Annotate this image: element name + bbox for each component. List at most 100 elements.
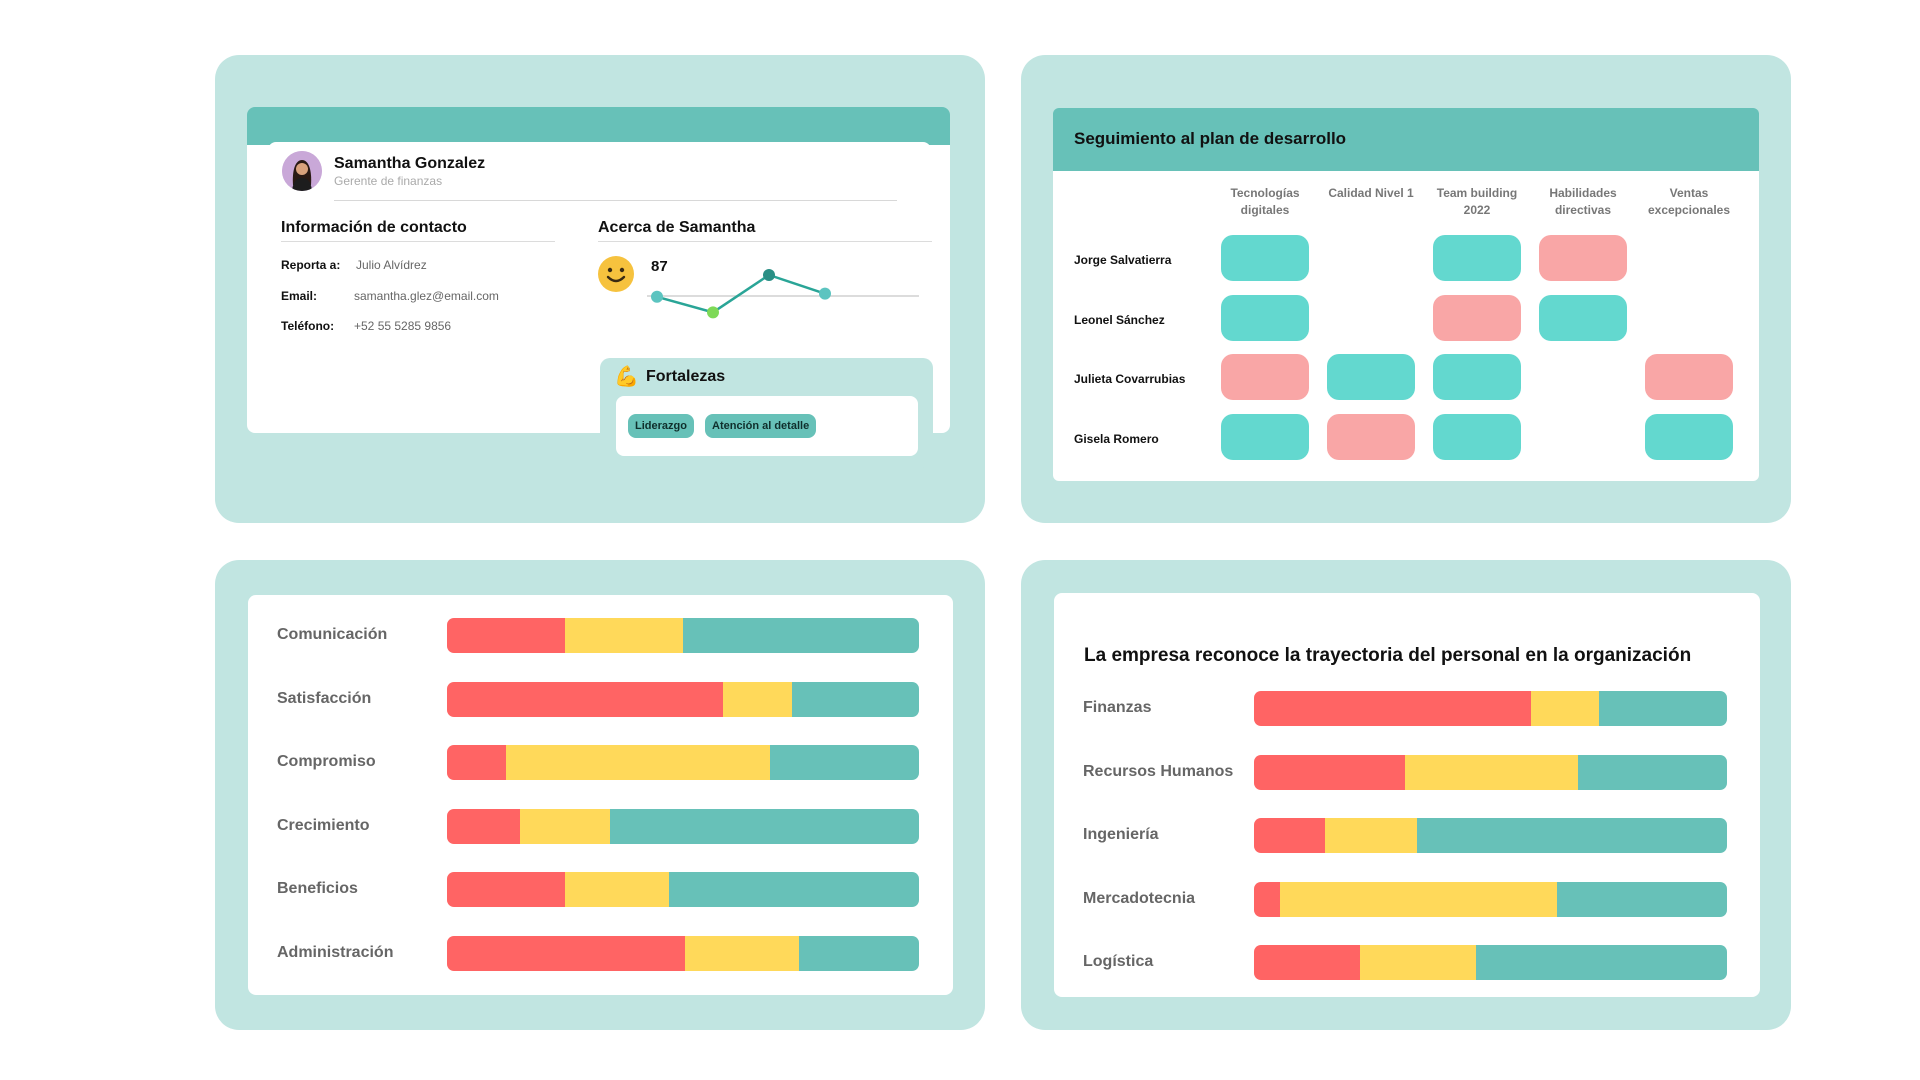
department-segment-neutral (1324, 818, 1418, 853)
about-section-title: Acerca de Samantha (598, 219, 756, 236)
engagement-segment-neutral (565, 872, 669, 907)
sparkline-point (819, 287, 831, 300)
department-chart-title: La empresa reconoce la trayectoria del p… (1084, 645, 1692, 666)
engagement-bar[interactable] (447, 681, 919, 717)
department-segment-neutral (1530, 691, 1600, 726)
engagement-bar[interactable] (447, 745, 919, 780)
person-name: Samantha Gonzalez (334, 155, 486, 172)
plan-cell-pink[interactable] (1433, 295, 1521, 341)
engagement-segment-neutral (565, 618, 683, 653)
engagement-segment-neutral (685, 935, 799, 971)
engagement-segment-neutral (506, 745, 771, 780)
department-bar[interactable] (1254, 691, 1727, 726)
plan-header: Seguimiento al plan de desarrollo (1053, 108, 1759, 171)
department-segment-neutral (1360, 945, 1477, 980)
engagement-segment-negative (447, 618, 565, 653)
column-header: Ventas excepcionales (1647, 186, 1731, 217)
contact-value-reports: Julio Alvídrez (356, 258, 427, 272)
contact-label-email: Email: (281, 289, 318, 303)
plan-cell-teal[interactable] (1327, 354, 1415, 400)
engagement-segment-negative (447, 872, 565, 907)
engagement-segment-positive (609, 808, 919, 844)
department-segment-negative (1254, 881, 1280, 917)
engagement-segment-positive (791, 681, 919, 717)
engagement-bar[interactable] (447, 935, 919, 971)
column-header: Team building 2022 (1436, 186, 1518, 217)
plan-cell-teal[interactable] (1539, 295, 1627, 341)
contact-value-email[interactable]: samantha.glez@email.com (354, 289, 499, 303)
engagement-segment-neutral (723, 681, 792, 717)
department-label: Mercadotecnia (1083, 889, 1196, 907)
engagement-label: Comunicación (277, 626, 388, 643)
contact-value-phone[interactable]: +52 55 5285 9856 (354, 319, 452, 333)
engagement-label: Administración (277, 943, 394, 961)
smiley-icon (598, 256, 634, 292)
score-sparkline (647, 269, 919, 319)
profile-namecard: Samantha Gonzalez Gerente de finanzas (268, 142, 931, 202)
plan-title: Seguimiento al plan de desarrollo (1074, 129, 1347, 148)
engagement-label: Beneficios (277, 880, 358, 897)
department-label: Finanzas (1083, 699, 1152, 716)
row-name: Gisela Romero (1074, 432, 1159, 446)
column-header: Calidad Nivel 1 (1328, 186, 1414, 200)
engagement-bar[interactable] (447, 808, 919, 844)
divider (598, 241, 932, 242)
engagement-bar[interactable] (447, 872, 919, 907)
flexed-arm-icon: 💪 (614, 366, 639, 388)
sparkline-point (707, 306, 719, 319)
plan-cell-teal[interactable] (1645, 414, 1733, 460)
plan-cell-pink[interactable] (1221, 354, 1309, 400)
department-label: Ingeniería (1083, 826, 1159, 843)
row-name: Julieta Covarrubias (1074, 372, 1186, 386)
plan-cell-teal[interactable] (1433, 235, 1521, 281)
department-bar[interactable] (1254, 754, 1727, 790)
avatar[interactable] (282, 151, 322, 191)
sparkline-point (651, 290, 663, 303)
row-name: Jorge Salvatierra (1074, 253, 1172, 267)
engagement-segment-negative (447, 935, 686, 971)
plan-cell-pink[interactable] (1645, 354, 1733, 400)
strengths-box: 💪 Fortalezas Liderazgo Atención al detal… (600, 358, 933, 468)
engagement-label: Compromiso (277, 753, 376, 770)
strengths-title: Fortalezas (646, 368, 726, 385)
plan-cell-pink[interactable] (1327, 414, 1415, 460)
plan-cell-teal[interactable] (1221, 414, 1309, 460)
department-label: Logística (1083, 953, 1154, 970)
department-segment-positive (1476, 945, 1727, 980)
department-segment-neutral (1405, 754, 1578, 790)
plan-cell-teal[interactable] (1221, 295, 1309, 341)
strength-chip[interactable]: Atención al detalle (705, 414, 817, 438)
engagement-segment-positive (770, 745, 919, 780)
strength-chip[interactable]: Liderazgo (628, 414, 694, 438)
department-label: Recursos Humanos (1083, 762, 1234, 780)
department-segment-negative (1254, 818, 1325, 853)
strengths-list: Liderazgo Atención al detalle (616, 396, 918, 456)
column-header: Tecnologías digitales (1230, 186, 1300, 217)
divider (281, 241, 555, 242)
plan-cell-teal[interactable] (1221, 235, 1309, 281)
department-segment-positive (1417, 818, 1727, 853)
score-value: 87 (651, 258, 668, 275)
plan-cell-pink[interactable] (1539, 235, 1627, 281)
department-segment-negative (1254, 754, 1406, 790)
department-bar[interactable] (1254, 945, 1727, 980)
engagement-segment-positive (798, 935, 919, 971)
plan-cell-teal[interactable] (1433, 354, 1521, 400)
column-header: Habilidades directivas (1549, 186, 1617, 217)
sparkline-point (763, 269, 775, 281)
development-plan-panel: Seguimiento al plan de desarrollo Tecnol… (1021, 55, 1791, 523)
engagement-segment-negative (447, 745, 506, 780)
plan-cell-teal[interactable] (1433, 414, 1521, 460)
divider (334, 200, 897, 201)
department-bar[interactable] (1254, 881, 1727, 917)
engagement-segment-negative (447, 808, 521, 844)
engagement-label: Satisfacción (277, 689, 372, 707)
engagement-segment-neutral (520, 808, 610, 844)
department-segment-positive (1556, 881, 1727, 917)
department-panel: La empresa reconoce la trayectoria del p… (1021, 560, 1791, 1030)
engagement-bar[interactable] (447, 618, 919, 653)
engagement-segment-negative (447, 681, 724, 717)
department-segment-negative (1254, 691, 1531, 726)
contact-label-phone: Teléfono: (281, 319, 335, 333)
department-bar[interactable] (1254, 818, 1727, 853)
